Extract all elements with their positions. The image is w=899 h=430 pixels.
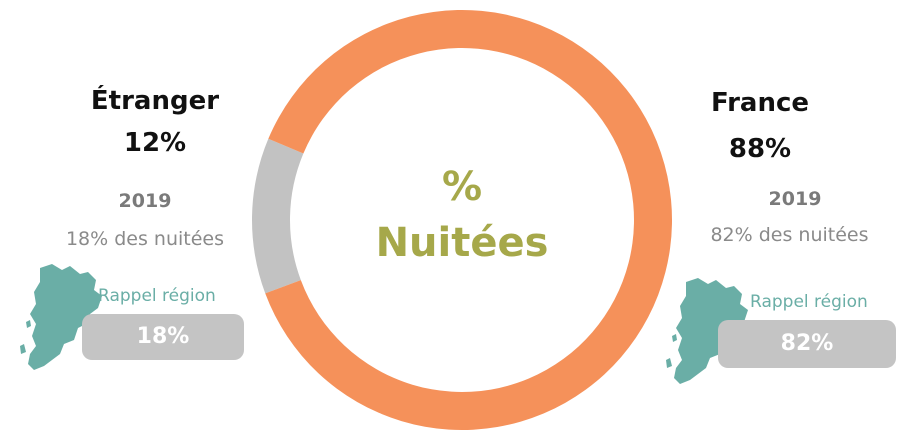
- etranger-year: 2019: [118, 190, 172, 212]
- region-map-icon: [666, 278, 748, 384]
- etranger-label: Étranger: [90, 86, 220, 116]
- france-previous-share: 82% des nuitées: [710, 224, 869, 246]
- center-label-symbol: %: [442, 164, 482, 210]
- france-year: 2019: [768, 188, 822, 210]
- france-rappel-label: Rappel région: [750, 292, 868, 312]
- center-label-text: Nuitées: [376, 220, 549, 266]
- etranger-rappel-label: Rappel région: [98, 286, 216, 306]
- france-rappel-value: 82%: [718, 320, 896, 368]
- donut-slice-etranger: [252, 138, 304, 294]
- etranger-percent: 12%: [123, 128, 187, 158]
- etranger-rappel-value: 18%: [82, 314, 244, 360]
- france-label: France: [710, 88, 810, 118]
- france-percent: 88%: [728, 134, 792, 164]
- etranger-previous-share: 18% des nuitées: [65, 228, 225, 250]
- region-map-icon: [20, 264, 102, 370]
